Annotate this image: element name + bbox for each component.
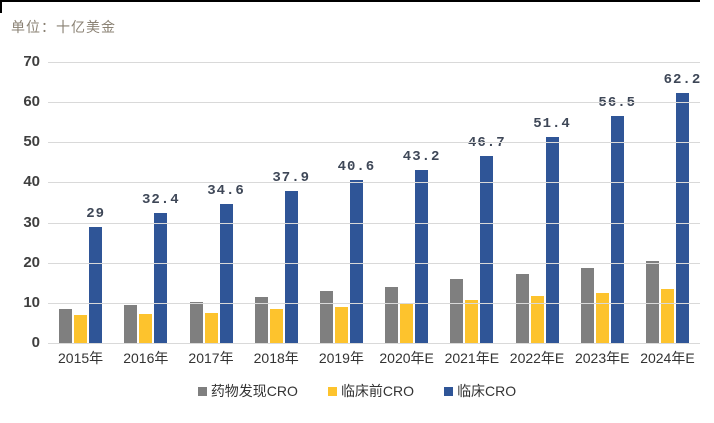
bar-药物发现CRO <box>319 291 333 343</box>
bar-临床前CRO <box>660 289 674 343</box>
bar-临床CRO: 46.7 <box>468 135 505 343</box>
left-border-stub <box>0 0 2 13</box>
bar-group-2017年: 34.6 <box>178 62 244 343</box>
bar-临床前CRO <box>334 306 348 343</box>
bar-药物发现CRO <box>645 261 659 343</box>
bar-药物发现CRO <box>189 301 203 343</box>
legend-item-临床前CRO: 临床前CRO <box>327 381 415 401</box>
bar-临床CRO: 34.6 <box>207 183 244 343</box>
bar-group-2016年: 32.4 <box>113 62 179 343</box>
bar-临床前CRO <box>530 295 544 343</box>
legend-item-临床CRO: 临床CRO <box>444 381 516 401</box>
bar-临床CRO: 29 <box>86 206 104 343</box>
data-label: 32.4 <box>141 191 180 208</box>
bar-临床CRO: 40.6 <box>338 159 374 343</box>
bar-临床前CRO <box>204 312 218 343</box>
legend-label: 药物发现CRO <box>210 383 298 399</box>
x-axis-labels: 2015年 2016年 2017年 2018年 2019年 2020年E 2021年E 202… <box>48 348 700 368</box>
x-axis-label-2021年E: 2021年E <box>444 350 500 366</box>
data-label: 29 <box>86 205 105 222</box>
bar-临床前CRO <box>269 308 283 343</box>
data-label: 34.6 <box>207 183 245 200</box>
gridline-60 <box>48 102 700 104</box>
bar-临床前CRO <box>595 292 609 343</box>
x-axis-label-2020年E: 2020年E <box>379 350 434 366</box>
gridline-50 <box>48 142 700 144</box>
gridline-30 <box>48 222 700 224</box>
gridline-10 <box>48 302 700 304</box>
bar-group-2022年E: 51.4 <box>504 62 570 343</box>
x-axis-label-2022年E: 2022年E <box>509 350 565 366</box>
bar-临床CRO: 62.2 <box>664 72 700 343</box>
bar-药物发现CRO <box>254 296 268 343</box>
y-tick-label-30: 30 <box>23 213 40 231</box>
bar-group-2015年: 29 <box>48 62 113 343</box>
bar-临床CRO: 37.9 <box>272 170 309 343</box>
x-axis-label-2024年E: 2024年E <box>640 350 695 366</box>
bar-药物发现CRO <box>450 278 464 343</box>
data-label: 40.6 <box>337 159 376 175</box>
legend-swatch-icon <box>197 386 207 396</box>
plot-area: 29 32.4 34.6 37.9 40.6 43.2 46.7 51.4 56.5 62.2 <box>48 62 700 344</box>
bar-group-2020年E: 43.2 <box>374 62 439 343</box>
y-tick-label-20: 20 <box>23 253 40 271</box>
bar-临床CRO: 43.2 <box>403 149 439 343</box>
bar-group-2023年E: 56.5 <box>570 62 635 343</box>
bar-药物发现CRO <box>59 309 73 343</box>
legend: 药物发现CRO 临床前CRO 临床CRO <box>0 381 714 401</box>
x-axis-label-2023年E: 2023年E <box>574 350 630 366</box>
x-axis-label-2019年: 2019年 <box>318 350 364 366</box>
bar-临床CRO: 51.4 <box>533 116 570 343</box>
gridline-0 <box>48 343 700 344</box>
y-tick-label-70: 70 <box>23 53 40 70</box>
data-label: 37.9 <box>272 169 311 186</box>
legend-label: 临床前CRO <box>340 383 415 399</box>
x-axis-label-2017年: 2017年 <box>188 350 234 366</box>
y-tick-label-40: 40 <box>23 173 40 191</box>
data-label: 62.2 <box>663 72 702 89</box>
x-axis-label-2018年: 2018年 <box>253 350 299 366</box>
y-tick-label-60: 60 <box>23 93 40 111</box>
data-label: 43.2 <box>402 148 441 165</box>
y-tick-label-10: 10 <box>23 293 40 311</box>
bar-临床CRO: 32.4 <box>142 192 179 343</box>
top-border-line <box>0 0 700 2</box>
bar-临床CRO: 56.5 <box>598 95 635 343</box>
x-axis-label-2016年: 2016年 <box>123 350 169 366</box>
gridline-40 <box>48 182 700 184</box>
legend-label: 临床CRO <box>457 383 517 399</box>
bars-layer: 29 32.4 34.6 37.9 40.6 43.2 46.7 51.4 56.5 62.2 <box>48 62 700 343</box>
gridline-20 <box>48 262 700 264</box>
bar-group-2024年E: 62.2 <box>635 62 700 343</box>
legend-item-药物发现CRO: 药物发现CRO <box>197 381 298 401</box>
y-tick-label-0: 0 <box>31 334 40 351</box>
bar-group-2019年: 40.6 <box>309 62 374 343</box>
legend-swatch-icon <box>327 386 337 396</box>
bar-药物发现CRO <box>580 267 594 343</box>
bar-group-2018年: 37.9 <box>244 62 309 343</box>
x-axis-label-2015年: 2015年 <box>58 350 104 366</box>
bar-药物发现CRO <box>385 286 399 343</box>
gridline-70 <box>48 62 700 63</box>
data-label: 51.4 <box>533 115 571 132</box>
legend-swatch-icon <box>444 386 454 396</box>
data-label: 56.5 <box>598 95 637 112</box>
unit-label: 单位：十亿美金 <box>11 19 116 35</box>
bar-药物发现CRO <box>515 274 529 343</box>
y-tick-label-50: 50 <box>23 133 40 151</box>
bar-临床前CRO <box>139 314 153 343</box>
bar-临床前CRO <box>74 315 88 343</box>
bar-group-2021年E: 46.7 <box>439 62 505 343</box>
bar-临床前CRO <box>400 303 414 343</box>
bar-临床前CRO <box>465 299 479 343</box>
bar-药物发现CRO <box>124 304 138 343</box>
